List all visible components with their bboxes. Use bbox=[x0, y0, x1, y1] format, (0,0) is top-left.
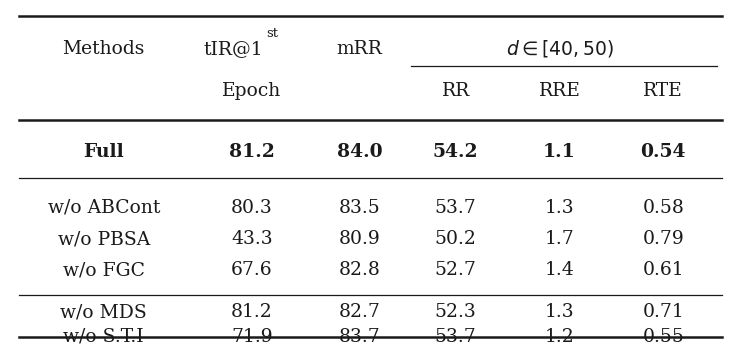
Text: mRR: mRR bbox=[336, 40, 382, 58]
Text: 84.0: 84.0 bbox=[336, 143, 382, 161]
Text: 0.54: 0.54 bbox=[640, 143, 686, 161]
Text: w/o PBSA: w/o PBSA bbox=[58, 230, 150, 248]
Text: 1.3: 1.3 bbox=[545, 303, 574, 321]
Text: 83.5: 83.5 bbox=[339, 199, 380, 217]
Text: 0.79: 0.79 bbox=[642, 230, 684, 248]
Text: w/o FGC: w/o FGC bbox=[63, 261, 144, 280]
Text: RR: RR bbox=[442, 82, 470, 100]
Text: 67.6: 67.6 bbox=[231, 261, 273, 280]
Text: 50.2: 50.2 bbox=[435, 230, 476, 248]
Text: 0.55: 0.55 bbox=[642, 328, 684, 346]
Text: 1.2: 1.2 bbox=[545, 328, 574, 346]
Text: 0.71: 0.71 bbox=[642, 303, 684, 321]
Text: 82.8: 82.8 bbox=[339, 261, 380, 280]
Text: 43.3: 43.3 bbox=[231, 230, 273, 248]
Text: RRE: RRE bbox=[539, 82, 580, 100]
Text: 0.58: 0.58 bbox=[642, 199, 684, 217]
Text: 53.7: 53.7 bbox=[435, 328, 476, 346]
Text: Full: Full bbox=[84, 143, 124, 161]
Text: RTE: RTE bbox=[643, 82, 683, 100]
Text: 1.1: 1.1 bbox=[543, 143, 576, 161]
Text: 0.61: 0.61 bbox=[642, 261, 684, 280]
Text: Epoch: Epoch bbox=[222, 82, 282, 100]
Text: 54.2: 54.2 bbox=[433, 143, 479, 161]
Text: w/o ABCont: w/o ABCont bbox=[47, 199, 160, 217]
Text: 52.7: 52.7 bbox=[435, 261, 476, 280]
Text: st: st bbox=[267, 27, 279, 40]
Text: 83.7: 83.7 bbox=[339, 328, 380, 346]
Text: $d \in [40, 50)$: $d \in [40, 50)$ bbox=[505, 38, 614, 59]
Text: 53.7: 53.7 bbox=[435, 199, 476, 217]
Text: 1.7: 1.7 bbox=[545, 230, 574, 248]
Text: 52.3: 52.3 bbox=[435, 303, 476, 321]
Text: 81.2: 81.2 bbox=[229, 143, 275, 161]
Text: w/o MDS: w/o MDS bbox=[60, 303, 147, 321]
Text: 81.2: 81.2 bbox=[231, 303, 273, 321]
Text: 71.9: 71.9 bbox=[231, 328, 273, 346]
Text: 80.3: 80.3 bbox=[231, 199, 273, 217]
Text: 80.9: 80.9 bbox=[339, 230, 380, 248]
Text: 1.3: 1.3 bbox=[545, 199, 574, 217]
Text: tIR@1: tIR@1 bbox=[204, 40, 263, 58]
Text: 82.7: 82.7 bbox=[339, 303, 380, 321]
Text: Methods: Methods bbox=[62, 40, 145, 58]
Text: w/o S.T.I: w/o S.T.I bbox=[64, 328, 144, 346]
Text: 1.4: 1.4 bbox=[545, 261, 574, 280]
